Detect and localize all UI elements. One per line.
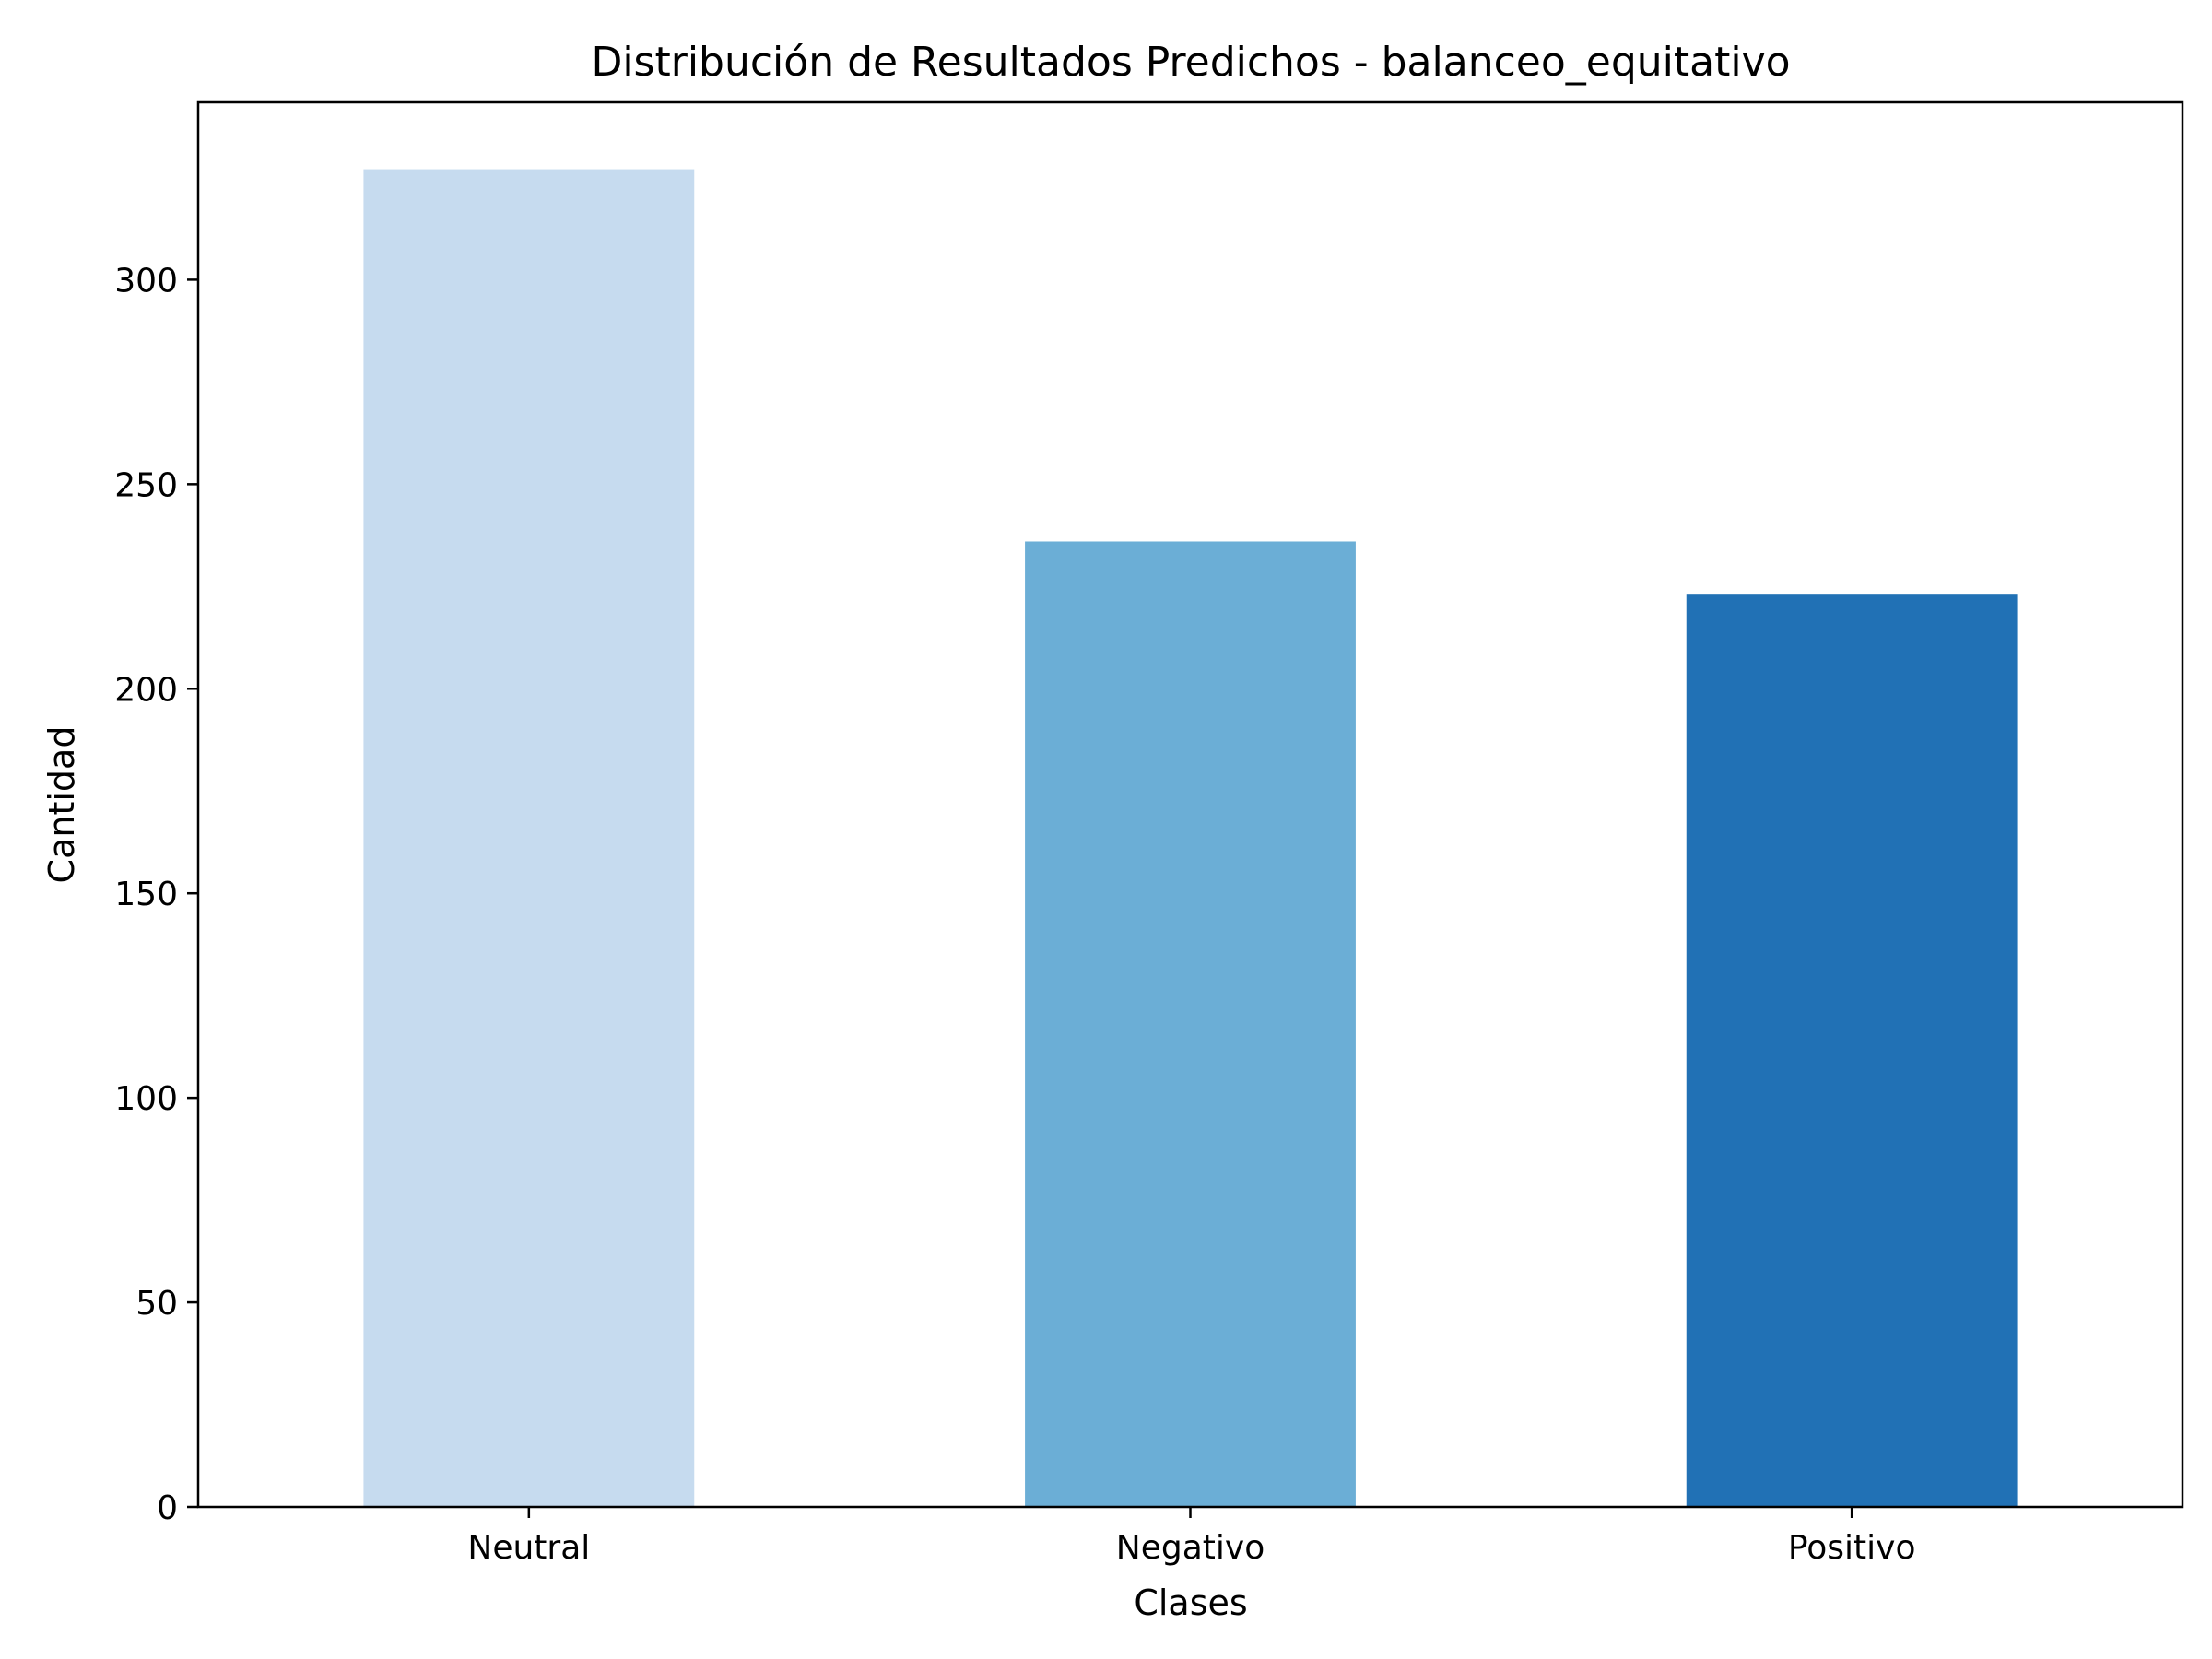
y-tick-label: 100 xyxy=(114,1080,178,1118)
x-axis-label: Clases xyxy=(1134,1583,1247,1623)
x-tick-label: Neutral xyxy=(467,1529,590,1567)
y-tick-label: 50 xyxy=(135,1285,178,1323)
y-axis-label: Cantidad xyxy=(41,726,82,884)
y-axis-ticks: 0 50 100 150 200 250 300 xyxy=(114,262,198,1527)
chart-title: Distribución de Resultados Predichos - b… xyxy=(591,39,1790,86)
y-tick-label: 150 xyxy=(114,876,178,913)
bar-neutral xyxy=(363,169,695,1508)
y-tick-label: 300 xyxy=(114,262,178,300)
y-tick-label: 250 xyxy=(114,466,178,504)
bar-positivo xyxy=(1686,594,2018,1507)
y-tick-label: 200 xyxy=(114,671,178,709)
bar-negativo xyxy=(1025,541,1356,1507)
x-tick-label: Negativo xyxy=(1116,1529,1265,1567)
x-axis-ticks: Neutral Negativo Positivo xyxy=(467,1507,1915,1567)
y-tick-label: 0 xyxy=(157,1489,178,1527)
x-tick-label: Positivo xyxy=(1788,1529,1916,1567)
bars-group xyxy=(363,169,2018,1508)
plot-frame xyxy=(196,100,2184,1509)
